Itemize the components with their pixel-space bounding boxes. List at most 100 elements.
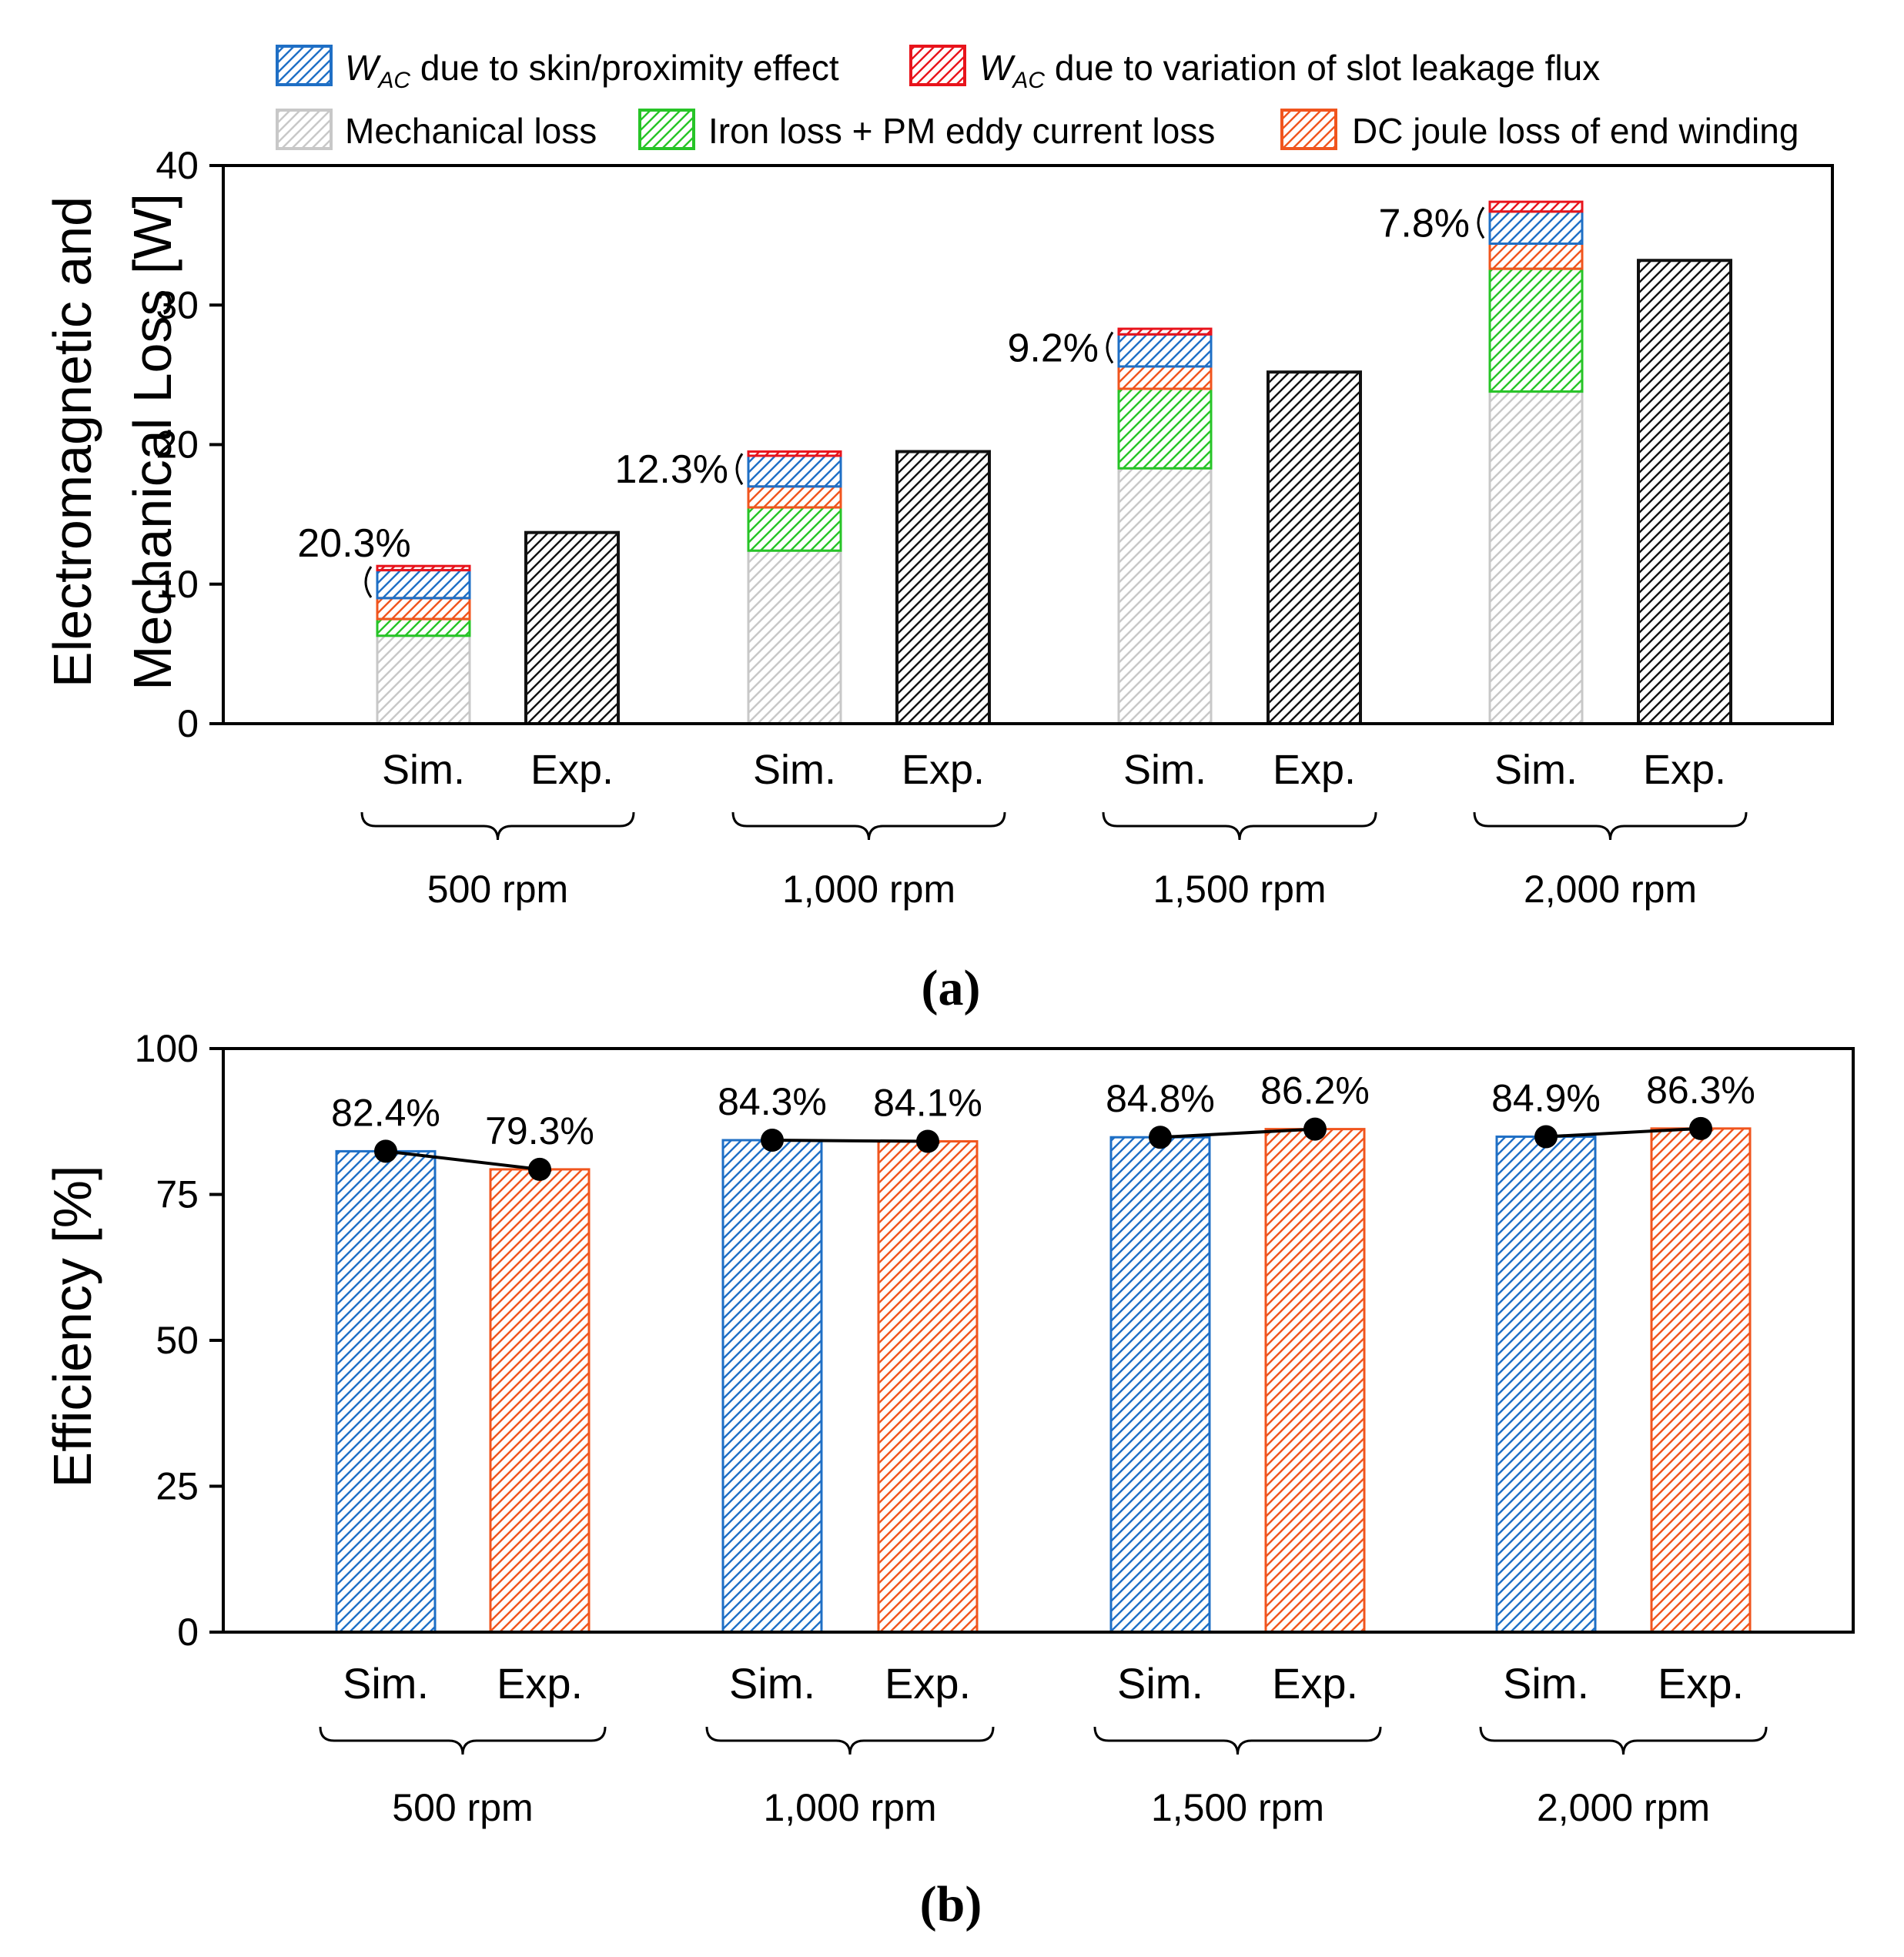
chart-b-ytick-label: 50	[156, 1319, 199, 1362]
exp-efficiency-point	[916, 1129, 939, 1153]
ac-percent-label: 9.2%	[1007, 326, 1099, 371]
chart-b-ytick-label: 75	[156, 1173, 199, 1216]
sim-bar-mechanical-segment	[747, 549, 842, 725]
exp-efficiency-label: 86.3%	[1646, 1069, 1755, 1112]
sim-bar-dc-end-segment	[747, 485, 842, 509]
sim-efficiency-bar	[1109, 1136, 1211, 1634]
sim-bar-wac-leak-segment	[376, 564, 471, 572]
sim-efficiency-point	[1149, 1126, 1172, 1149]
ac-percent-label: 12.3%	[615, 447, 728, 492]
bar-label-sim: Sim.	[1494, 747, 1578, 793]
exp-efficiency-bar	[1264, 1128, 1366, 1634]
exp-efficiency-bar	[877, 1140, 979, 1634]
svg-text:WAC due to skin/proximity effe: WAC due to skin/proximity effect	[345, 48, 839, 93]
exp-efficiency-point	[1689, 1116, 1712, 1140]
sim-efficiency-point	[374, 1139, 397, 1163]
chart-a-ytick-label: 40	[156, 144, 199, 187]
ac-percent-bracket	[1106, 331, 1114, 364]
bar-label-sim: Sim.	[753, 747, 836, 793]
sim-bar-wac-skin-segment	[747, 454, 842, 488]
chart-b-ytick-label: 0	[177, 1611, 199, 1654]
efficiency-connector-line	[1545, 1126, 1702, 1139]
chart-b: Efficiency [%] 0 25 50 75 100 82.4% 79.3% 84.3…	[42, 1027, 1855, 1932]
sim-bar-wac-leak-segment	[747, 450, 842, 457]
legend-label-wac-leak: due to variation of slot leakage flux	[1045, 48, 1600, 88]
legend: WAC due to skin/proximity effect WAC due…	[276, 45, 1799, 151]
group-label-rpm: 2,000 rpm	[1524, 868, 1697, 911]
legend-prefix-wac-leak: W	[979, 48, 1016, 88]
legend-label-wac-skin: due to skin/proximity effect	[410, 48, 839, 88]
chart-b-frame	[222, 1047, 1855, 1634]
bar-label-exp: Exp.	[1658, 1659, 1744, 1708]
legend-label-dc-end: DC joule loss of end winding	[1352, 111, 1799, 151]
legend-prefix-wac-skin: W	[345, 48, 382, 88]
sim-efficiency-bar	[1495, 1135, 1597, 1634]
sim-bar-wac-skin-segment	[376, 569, 471, 600]
group-label-rpm: 1,500 rpm	[1151, 1786, 1324, 1829]
sim-bar-mechanical-segment	[376, 634, 471, 725]
bar-label-exp: Exp.	[1273, 747, 1356, 793]
sim-efficiency-bar	[721, 1139, 823, 1634]
chart-b-x-axis: Sim. Exp. 500 rpm Sim. Exp. 1,000 rpm Sim. Exp.…	[319, 1659, 1768, 1829]
group-brace	[319, 1726, 607, 1755]
legend-swatch-mechanical	[276, 109, 333, 150]
sim-bar-wac-skin-segment	[1488, 210, 1584, 245]
legend-swatch-wac-leak	[909, 45, 966, 86]
group-label-rpm: 2,000 rpm	[1537, 1786, 1710, 1829]
group-label-rpm: 500 rpm	[392, 1786, 533, 1829]
chart-a-ytick-label: 0	[177, 702, 199, 745]
group-brace	[360, 811, 635, 841]
legend-item-mechanical: Mechanical loss	[276, 109, 597, 151]
ac-percent-label: 7.8%	[1378, 201, 1470, 246]
sim-efficiency-bar	[335, 1149, 437, 1634]
chart-a-ytick-label: 20	[156, 423, 199, 467]
exp-efficiency-label: 86.2%	[1260, 1069, 1370, 1112]
sim-bar-mechanical-segment	[1117, 467, 1213, 725]
chart-b-efficiency-line	[374, 1116, 1712, 1181]
bar-label-sim: Sim.	[729, 1659, 815, 1708]
group-label-rpm: 1,000 rpm	[782, 868, 955, 911]
chart-b-ytick-label: 25	[156, 1465, 199, 1508]
exp-efficiency-bar	[489, 1168, 591, 1634]
bar-label-sim: Sim.	[343, 1659, 429, 1708]
sim-efficiency-point	[1534, 1125, 1558, 1149]
bar-label-exp: Exp.	[530, 747, 614, 793]
chart-a-caption: (a)	[922, 960, 981, 1016]
chart-b-ylabel: Efficiency [%]	[42, 1166, 102, 1488]
chart-a-y-axis: 0 10 20 30 40	[156, 144, 223, 745]
bar-label-exp: Exp.	[885, 1659, 971, 1708]
legend-item-iron: Iron loss + PM eddy current loss	[638, 109, 1215, 151]
sim-efficiency-label: 84.8%	[1106, 1077, 1215, 1120]
sim-bar-dc-end-segment	[376, 597, 471, 621]
bar-label-sim: Sim.	[1123, 747, 1206, 793]
chart-a: Electromagnetic and Mechanical Loss [W] …	[42, 144, 1834, 1016]
bar-label-sim: Sim.	[382, 747, 465, 793]
legend-sub-wac-leak: AC	[1011, 68, 1045, 93]
chart-b-y-axis: 0 25 50 75 100	[135, 1027, 223, 1654]
bar-label-exp: Exp.	[1643, 747, 1726, 793]
exp-efficiency-label: 84.1%	[873, 1082, 982, 1125]
group-brace	[1093, 1726, 1382, 1755]
sim-bar-dc-end-segment	[1488, 243, 1584, 270]
group-brace	[1479, 1726, 1768, 1755]
chart-b-bars	[335, 1127, 1752, 1634]
bar-label-sim: Sim.	[1503, 1659, 1589, 1708]
exp-loss-bar	[1267, 370, 1362, 725]
sim-efficiency-label: 82.4%	[331, 1091, 440, 1134]
exp-efficiency-label: 79.3%	[485, 1109, 594, 1152]
group-brace	[1102, 811, 1377, 841]
sim-bar-wac-skin-segment	[1117, 333, 1213, 368]
group-label-rpm: 500 rpm	[427, 868, 568, 911]
ac-percent-bracket	[1477, 206, 1485, 239]
bar-label-exp: Exp.	[1272, 1659, 1358, 1708]
efficiency-connector-line	[385, 1149, 540, 1171]
sim-bar-wac-leak-segment	[1488, 200, 1584, 213]
chart-a-ytick-label: 30	[156, 283, 199, 326]
group-brace	[1473, 811, 1748, 841]
exp-loss-bar	[1637, 259, 1732, 725]
sim-bar-iron-segment	[376, 617, 471, 637]
chart-a-ylabel-line2: Mechanical Loss [W]	[122, 193, 182, 691]
group-label-rpm: 1,500 rpm	[1153, 868, 1326, 911]
sim-bar-iron-segment	[1117, 387, 1213, 470]
